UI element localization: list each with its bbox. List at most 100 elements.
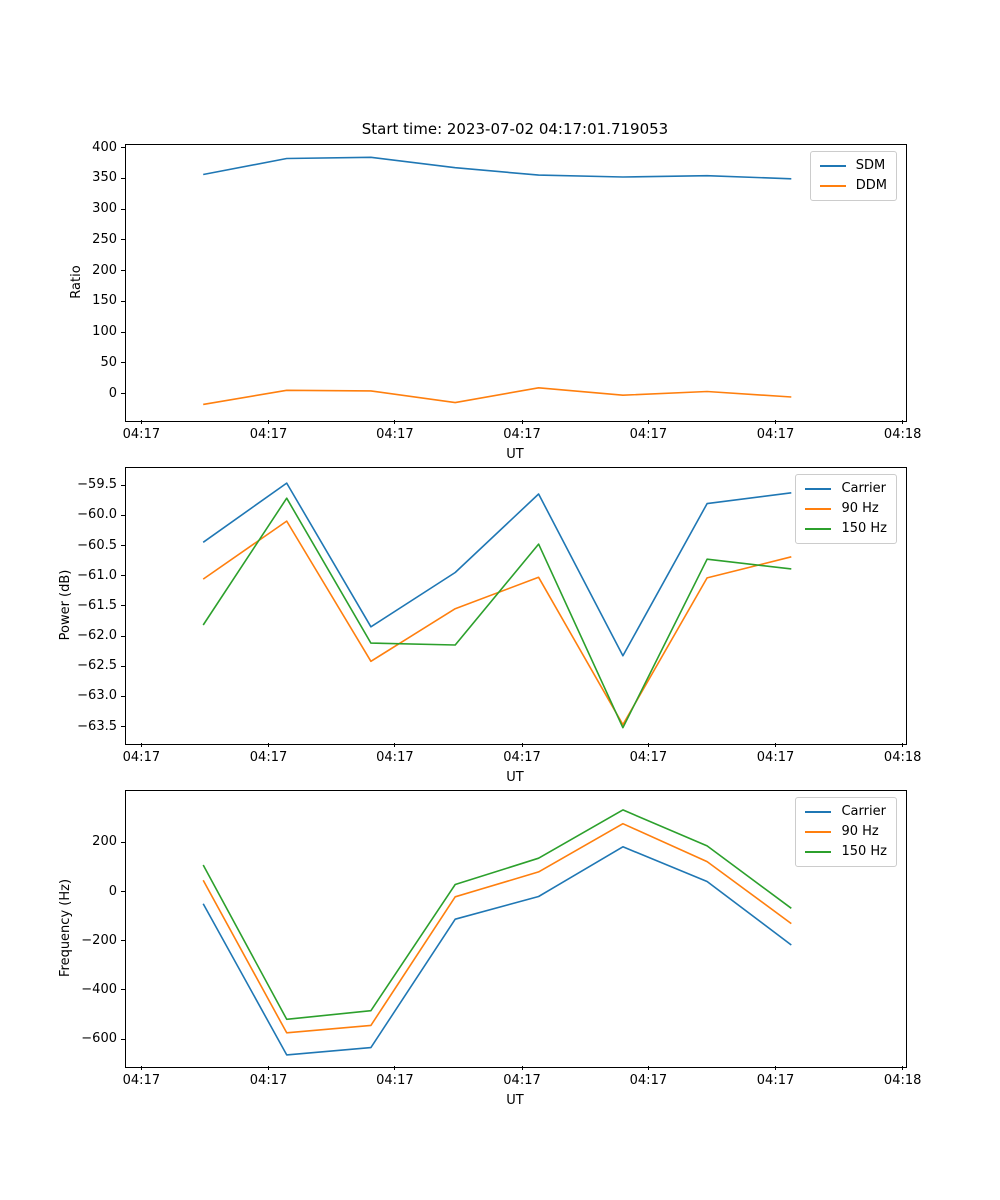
legend-entry: Carrier bbox=[805, 481, 887, 497]
axes-plot-2 bbox=[125, 790, 907, 1068]
x-tick bbox=[775, 1066, 777, 1070]
y-tick-label: 0 bbox=[108, 385, 117, 401]
x-tick-label: 04:17 bbox=[122, 750, 161, 765]
x-tick bbox=[902, 743, 904, 747]
x-tick-label: 04:17 bbox=[503, 1073, 541, 1088]
x-tick-label: 04:17 bbox=[503, 750, 541, 765]
y-tick-label: −62.0 bbox=[77, 628, 117, 644]
series-line-90-hz bbox=[202, 822, 792, 1034]
legend-label: Carrier bbox=[841, 804, 886, 819]
series-line-carrier bbox=[202, 482, 792, 657]
x-tick-label: 04:17 bbox=[122, 1073, 161, 1088]
x-tick-label: 04:18 bbox=[883, 427, 922, 442]
y-tick bbox=[121, 891, 125, 893]
y-axis-label: Power (dB) bbox=[58, 569, 73, 641]
y-tick bbox=[121, 270, 125, 272]
y-tick-label: −600 bbox=[81, 1031, 117, 1047]
x-tick bbox=[268, 420, 270, 424]
y-tick bbox=[121, 1038, 125, 1040]
legend-label: 90 Hz bbox=[841, 501, 879, 516]
x-tick-label: 04:17 bbox=[376, 1073, 414, 1088]
y-tick bbox=[121, 940, 125, 942]
y-tick-label: −63.5 bbox=[77, 718, 117, 734]
legend-line-150-hz-icon bbox=[805, 528, 832, 530]
x-tick bbox=[521, 743, 523, 747]
legend-line-90-hz-icon bbox=[805, 508, 832, 510]
legend: Carrier 90 Hz 150 Hz bbox=[795, 797, 897, 867]
y-axis-label: Frequency (Hz) bbox=[58, 878, 73, 978]
x-axis-label: UT bbox=[506, 1093, 524, 1108]
axes-plot-0 bbox=[125, 144, 907, 422]
x-tick bbox=[521, 1066, 523, 1070]
y-tick bbox=[121, 545, 125, 546]
plot-area-0 bbox=[203, 156, 792, 406]
legend-line-sdm-icon bbox=[819, 165, 846, 167]
x-tick-label: 04:17 bbox=[249, 1073, 288, 1088]
legend: Carrier 90 Hz 150 Hz bbox=[795, 474, 897, 544]
x-tick-label: 04:17 bbox=[629, 1073, 668, 1088]
y-axis-label: Ratio bbox=[69, 265, 84, 299]
legend-line-150-hz-icon bbox=[805, 851, 832, 853]
y-tick bbox=[121, 300, 125, 302]
x-tick-label: 04:18 bbox=[883, 1073, 922, 1088]
x-tick bbox=[647, 1066, 649, 1070]
legend-entry: 90 Hz bbox=[805, 501, 887, 517]
series-line-150-hz bbox=[202, 497, 792, 729]
y-tick-label: −200 bbox=[81, 932, 117, 948]
legend-label: 150 Hz bbox=[841, 844, 887, 859]
y-tick-label: −60.5 bbox=[77, 537, 117, 553]
x-tick-label: 04:17 bbox=[629, 427, 668, 442]
x-tick-label: 04:17 bbox=[249, 427, 288, 442]
x-axis-label: UT bbox=[506, 770, 524, 785]
legend-entry: 150 Hz bbox=[805, 844, 887, 860]
plot-area-2 bbox=[202, 809, 792, 1056]
figure-title: Start time: 2023-07-02 04:17:01.719053 bbox=[361, 120, 669, 138]
legend-entry: Carrier bbox=[805, 804, 887, 820]
series-line-sdm bbox=[203, 156, 792, 180]
y-tick bbox=[121, 989, 125, 991]
y-tick bbox=[121, 695, 125, 697]
y-tick-label: −60.0 bbox=[77, 507, 117, 523]
x-tick-label: 04:17 bbox=[756, 427, 795, 442]
x-tick bbox=[775, 743, 777, 747]
legend-line-carrier-icon bbox=[805, 488, 832, 490]
legend-entry: SDM bbox=[819, 158, 887, 174]
x-axis-label: UT bbox=[506, 447, 524, 462]
y-tick bbox=[121, 514, 125, 516]
legend-entry: DDM bbox=[819, 178, 887, 194]
legend-label: Carrier bbox=[841, 481, 886, 496]
y-tick-label: −62.5 bbox=[77, 658, 117, 674]
legend-label: 90 Hz bbox=[841, 824, 879, 839]
legend-label: 150 Hz bbox=[841, 521, 887, 536]
y-tick-label: −59.5 bbox=[77, 477, 117, 493]
legend: SDM DDM bbox=[809, 151, 897, 201]
series-line-ddm bbox=[203, 387, 792, 406]
y-tick bbox=[121, 635, 125, 637]
x-tick-label: 04:18 bbox=[883, 750, 922, 765]
y-tick bbox=[121, 605, 125, 607]
y-tick-label: 200 bbox=[92, 834, 117, 850]
legend-label: SDM bbox=[855, 158, 886, 173]
x-tick bbox=[268, 743, 270, 747]
y-tick-label: 150 bbox=[92, 293, 117, 309]
legend-label: DDM bbox=[855, 178, 887, 193]
y-tick bbox=[121, 841, 125, 843]
y-tick bbox=[121, 393, 125, 395]
y-tick-label: 250 bbox=[92, 231, 117, 247]
x-tick-label: 04:17 bbox=[503, 427, 541, 442]
x-tick-label: 04:17 bbox=[376, 750, 414, 765]
y-tick bbox=[121, 239, 125, 241]
y-tick bbox=[121, 575, 125, 577]
y-tick bbox=[121, 484, 125, 486]
x-tick bbox=[647, 743, 649, 747]
y-tick-label: −400 bbox=[81, 981, 117, 997]
y-tick-label: 350 bbox=[92, 170, 117, 186]
plot-area-1 bbox=[202, 482, 792, 729]
legend-line-ddm-icon bbox=[819, 185, 846, 187]
x-tick bbox=[140, 420, 142, 424]
legend-entry: 90 Hz bbox=[805, 824, 887, 840]
x-tick-label: 04:17 bbox=[756, 750, 795, 765]
x-tick bbox=[140, 743, 142, 747]
x-tick bbox=[647, 420, 649, 424]
